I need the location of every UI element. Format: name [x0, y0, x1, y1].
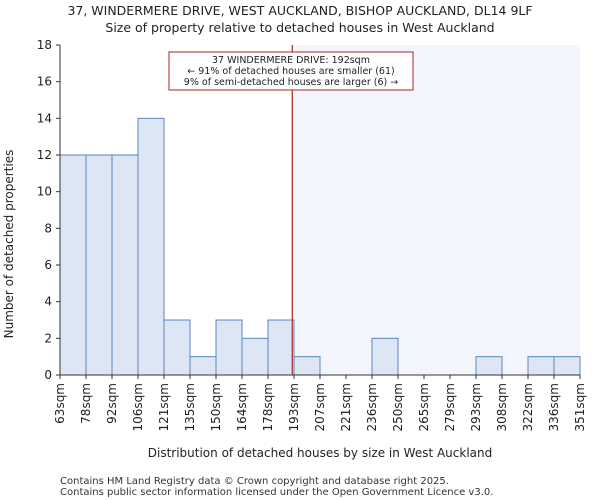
y-tick-label: 0	[44, 368, 52, 382]
x-tick-label: 351sqm	[573, 383, 587, 431]
larger-properties-region	[292, 45, 580, 375]
y-axis: 0 2 4 6 8 10 12 14 16 18	[37, 38, 61, 382]
y-tick-label: 2	[44, 331, 52, 345]
bar-322sqm	[527, 356, 555, 376]
x-tick-label: 279sqm	[443, 383, 457, 431]
bar-193sqm	[293, 356, 321, 376]
x-tick-label: 121sqm	[157, 383, 171, 431]
bar-178sqm	[267, 319, 295, 376]
y-tick-label: 10	[37, 185, 52, 199]
bar-236sqm	[371, 337, 399, 376]
x-tick-label: 150sqm	[209, 383, 223, 431]
bar-106sqm	[137, 117, 165, 376]
bar-121sqm	[163, 319, 191, 376]
x-tick-label: 78sqm	[79, 383, 93, 424]
annotation-line-1: 37 WINDERMERE DRIVE: 192sqm	[212, 55, 370, 66]
annotation-box: 37 WINDERMERE DRIVE: 192sqm ← 91% of det…	[168, 51, 414, 91]
annotation-line-2: ← 91% of detached houses are smaller (61…	[187, 66, 394, 77]
chart-subtitle: Size of property relative to detached ho…	[105, 20, 494, 35]
bar-78sqm	[85, 154, 113, 376]
y-tick-label: 12	[37, 148, 52, 162]
x-tick-label: 106sqm	[131, 383, 145, 431]
y-tick-label: 8	[44, 221, 52, 235]
bar-series	[59, 117, 581, 376]
x-axis-label: Distribution of detached houses by size …	[148, 446, 493, 460]
x-axis: 63sqm 78sqm 92sqm 106sqm 121sqm 135sqm 150sqm 1…	[53, 374, 587, 431]
annotation-line-3: 9% of semi-detached houses are larger (6…	[184, 77, 398, 88]
x-tick-label: 293sqm	[469, 383, 483, 431]
x-tick-label: 92sqm	[105, 383, 119, 424]
x-tick-label: 250sqm	[391, 383, 405, 431]
bar-150sqm	[215, 319, 243, 376]
x-tick-label: 322sqm	[521, 383, 535, 431]
x-tick-label: 265sqm	[417, 383, 431, 431]
y-tick-label: 6	[44, 258, 52, 272]
x-tick-label: 135sqm	[183, 383, 197, 431]
bar-135sqm	[189, 356, 217, 376]
bar-63sqm	[59, 154, 87, 376]
y-tick-label: 4	[44, 295, 52, 309]
x-tick-label: 336sqm	[547, 383, 561, 431]
x-tick-label: 63sqm	[53, 383, 67, 424]
y-tick-label: 14	[37, 111, 52, 125]
y-tick-label: 18	[37, 38, 52, 52]
footer-licence: Contains public sector information licen…	[60, 487, 493, 498]
x-tick-label: 207sqm	[313, 383, 327, 431]
x-tick-label: 236sqm	[365, 383, 379, 431]
bar-336sqm	[553, 356, 581, 376]
x-tick-label: 193sqm	[287, 383, 301, 431]
bar-164sqm	[241, 337, 269, 376]
y-axis-label: Number of detached properties	[2, 150, 16, 339]
bar-293sqm	[475, 356, 503, 376]
x-tick-label: 221sqm	[339, 383, 353, 431]
bar-92sqm	[111, 154, 139, 376]
x-tick-label: 178sqm	[261, 383, 275, 431]
x-tick-label: 308sqm	[495, 383, 509, 431]
x-tick-label: 164sqm	[235, 383, 249, 431]
y-tick-label: 16	[37, 75, 52, 89]
footer-copyright: Contains HM Land Registry data © Crown c…	[60, 476, 449, 487]
chart-title: 37, WINDERMERE DRIVE, WEST AUCKLAND, BIS…	[67, 3, 532, 18]
annotation-frame	[168, 51, 414, 91]
